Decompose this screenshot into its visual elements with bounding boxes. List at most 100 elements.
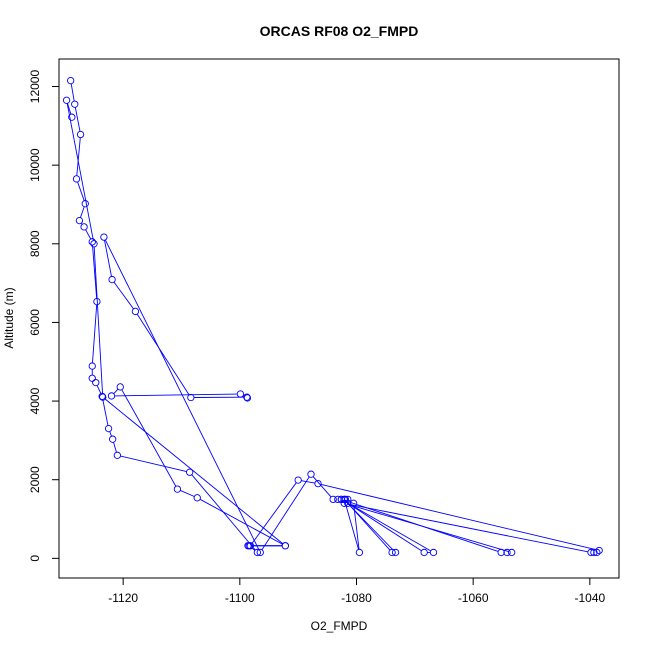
data-point <box>236 390 245 398</box>
series-segment <box>66 103 94 241</box>
series-segment <box>80 206 85 218</box>
series-segment <box>251 482 297 544</box>
data-point <box>67 76 75 85</box>
data-point <box>72 175 81 183</box>
data-point <box>108 275 116 284</box>
series-segment <box>321 483 597 551</box>
plot-frame <box>58 58 620 579</box>
data-point <box>100 233 108 241</box>
data-point <box>246 542 254 550</box>
y-axis-label: Altitude (m) <box>2 287 16 348</box>
data-point <box>88 362 96 370</box>
data-point <box>307 470 315 478</box>
data-point <box>81 200 89 208</box>
series-segment <box>353 506 360 550</box>
data-point <box>294 476 302 484</box>
series-segment <box>114 393 238 397</box>
x-axis-label: O2_FMPD <box>311 619 368 633</box>
data-point <box>429 548 438 557</box>
series-segment <box>113 442 117 453</box>
data-point <box>186 468 194 476</box>
series-segment <box>109 431 112 437</box>
series-segment <box>347 503 588 553</box>
y-tick-label: 4000 <box>28 387 42 414</box>
series-segment <box>104 239 260 550</box>
series-segment <box>102 399 109 426</box>
y-tick-label: 2000 <box>28 466 42 493</box>
series-segment <box>104 398 284 545</box>
data-point <box>595 546 603 555</box>
x-tick-label: -1060 <box>458 591 489 605</box>
series-segment <box>344 502 359 550</box>
y-tick-label: 10000 <box>28 148 42 182</box>
data-point <box>508 548 516 557</box>
data-point <box>281 542 289 550</box>
data-point <box>391 548 400 557</box>
series-lines <box>66 83 597 553</box>
series-segment <box>92 304 98 363</box>
series-segment <box>76 137 81 176</box>
data-point <box>109 435 117 443</box>
data-point <box>256 548 264 557</box>
y-tick-label: 6000 <box>28 309 42 336</box>
series-segment <box>349 505 394 551</box>
y-tick-label: 8000 <box>28 230 42 257</box>
data-point <box>355 548 364 557</box>
series-segment <box>180 490 195 497</box>
data-point <box>75 216 84 225</box>
data-point <box>88 374 96 382</box>
data-point <box>90 240 98 248</box>
data-point <box>116 383 124 391</box>
data-point <box>388 548 396 557</box>
data-point <box>420 548 428 557</box>
series-segment <box>261 476 310 551</box>
data-point <box>593 548 601 557</box>
data-point <box>590 548 598 557</box>
data-point <box>71 100 79 108</box>
data-point <box>107 392 116 400</box>
data-point <box>104 424 113 433</box>
x-tick-label: -1100 <box>225 591 255 605</box>
data-point <box>253 548 261 557</box>
x-tick-label: -1080 <box>341 591 372 605</box>
data-point <box>113 451 121 459</box>
series-segment <box>93 246 104 394</box>
data-point <box>244 542 252 550</box>
data-point <box>99 393 107 401</box>
data-point <box>340 499 348 507</box>
data-point <box>62 96 71 104</box>
data-point <box>243 394 252 402</box>
data-point <box>92 378 100 387</box>
series-segment <box>85 229 92 240</box>
data-point <box>187 393 195 402</box>
series-segment <box>347 503 509 552</box>
series-segment <box>350 504 422 552</box>
data-point <box>243 393 251 401</box>
series-segment <box>121 389 177 487</box>
series-segment <box>92 244 98 299</box>
series-segment <box>67 103 72 115</box>
series-segment <box>70 83 75 102</box>
data-point <box>193 494 201 502</box>
series-segment <box>199 498 283 545</box>
data-point <box>503 548 511 557</box>
x-tick-label: -1040 <box>574 591 605 605</box>
data-point <box>314 479 322 488</box>
data-point <box>98 392 106 400</box>
data-point <box>329 495 337 504</box>
data-point <box>173 485 182 493</box>
x-tick-label: -1120 <box>108 591 138 605</box>
x-axis: -1120 -1100 -1080 -1060 -1040 <box>108 577 605 605</box>
series-segment <box>113 281 134 310</box>
data-point <box>131 307 140 316</box>
data-point <box>344 499 352 507</box>
series-segment <box>312 476 332 498</box>
chart-title: ORCAS RF08 O2_FMPD <box>260 23 419 39</box>
series-segment <box>113 388 119 394</box>
data-point <box>80 223 88 231</box>
series-segment <box>104 240 112 277</box>
series-segment <box>96 385 102 394</box>
data-point <box>76 130 85 139</box>
data-point <box>497 548 505 557</box>
